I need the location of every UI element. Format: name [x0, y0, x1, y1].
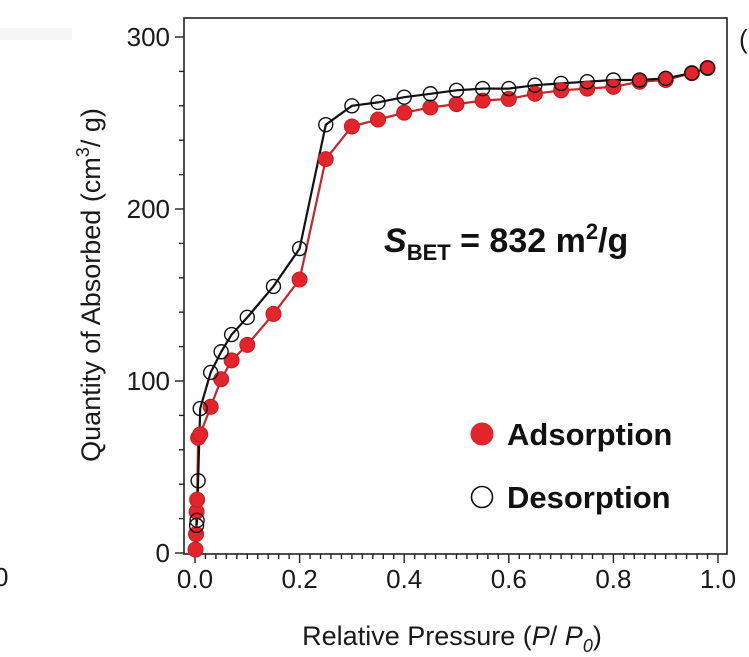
x-tick-label: 1.0: [700, 564, 736, 594]
desorption-point: [291, 240, 308, 257]
x-tick-label: 0.2: [282, 564, 318, 594]
adsorption-point: [213, 371, 230, 388]
desorption-point: [422, 86, 439, 102]
desorption-point: [579, 74, 595, 90]
desorption-point: [190, 473, 206, 489]
adsorption-point: [526, 85, 543, 102]
desorption-point: [213, 344, 229, 360]
adsorption-point: [239, 336, 256, 353]
adsorption-point: [396, 104, 413, 121]
desorption-point: [474, 80, 491, 97]
x-tick-label: 0.8: [595, 564, 631, 594]
desorption-point: [448, 82, 465, 99]
desorption-point: [188, 517, 205, 534]
y-tick-label: 100: [127, 366, 170, 396]
desorption-line: [195, 66, 708, 526]
adsorption-point: [422, 99, 439, 116]
adsorption-point: [448, 96, 465, 113]
adsorption-point: [343, 118, 360, 135]
desorption-point: [527, 77, 543, 93]
adsorption-point: [202, 398, 219, 415]
x-tick-label: 0.6: [491, 564, 527, 594]
desorption-point: [265, 278, 282, 295]
desorption-point: [605, 72, 622, 88]
adsorption-point: [189, 491, 206, 508]
desorption-point: [192, 400, 208, 417]
left-edge-smudge: [0, 28, 72, 40]
y-tick-label: 300: [127, 22, 170, 52]
adsorption-point: [265, 305, 282, 322]
desorption-points: [188, 60, 716, 534]
desorption-point: [501, 80, 517, 97]
x-axis-title: Relative Pressure (P/ P0): [302, 621, 602, 656]
desorption-point: [344, 98, 360, 114]
y-tick-label: 0: [156, 538, 170, 568]
adsorption-point: [291, 271, 308, 288]
y-axis-title: Quantity of Absorbed (cm3/ g): [73, 108, 106, 462]
tick-labels: 0.0 0.2 0.4 0.6 0.8 1.0 0 100 200 300: [127, 22, 736, 594]
x-tick-label: 0.0: [177, 564, 213, 594]
left-edge-fragment: 0: [0, 562, 8, 592]
adsorption-point: [474, 92, 491, 109]
desorption-point: [202, 364, 219, 381]
legend-adsorption-label: Adsorption: [507, 417, 672, 452]
adsorption-point: [187, 541, 204, 558]
adsorption-point: [223, 352, 240, 369]
adsorption-point: [317, 151, 334, 168]
legend-adsorption-marker: [470, 422, 494, 446]
adsorption-point: [192, 426, 209, 443]
desorption-point: [699, 60, 716, 76]
desorption-point: [684, 65, 700, 81]
desorption-point: [631, 72, 648, 88]
bet-annotation: SBET = 832 m2/g: [384, 219, 628, 265]
adsorption-point: [370, 111, 387, 128]
desorption-point: [189, 512, 205, 529]
desorption-point: [658, 70, 674, 86]
desorption-point: [370, 94, 386, 111]
y-tick-label: 200: [127, 194, 170, 224]
plot-frame: [183, 17, 728, 555]
x-tick-label: 0.4: [386, 564, 422, 594]
desorption-point: [239, 309, 256, 326]
desorption-point: [396, 89, 412, 105]
desorption-point: [553, 75, 569, 92]
desorption-point: [318, 117, 334, 133]
legend-desorption-marker: [470, 485, 494, 509]
axis-ticks: [175, 36, 719, 563]
desorption-point: [223, 326, 240, 343]
right-edge-fragment: (: [739, 24, 748, 54]
legend: Adsorption Desorption: [470, 417, 672, 515]
legend-desorption-label: Desorption: [507, 480, 671, 515]
